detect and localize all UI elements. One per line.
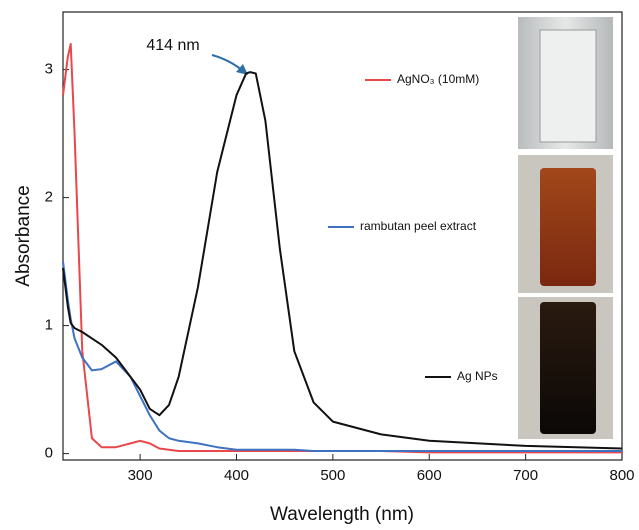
y-axis-title: Absorbance xyxy=(13,185,34,286)
plot-frame xyxy=(62,11,623,461)
photos xyxy=(518,17,613,439)
series-line xyxy=(62,261,622,453)
x-tick-label: 800 xyxy=(609,467,634,484)
x-tick-label: 300 xyxy=(128,467,153,484)
y-tick-label: 3 xyxy=(45,61,53,78)
y-tick-label: 1 xyxy=(45,317,53,334)
vial xyxy=(540,168,596,286)
vial xyxy=(540,302,596,434)
vial xyxy=(539,29,597,143)
legend-label: AgNO₃ (10mM) xyxy=(397,72,479,86)
x-axis-title: Wavelength (nm) xyxy=(270,504,414,525)
x-tick-label: 400 xyxy=(224,467,249,484)
y-tick-label: 0 xyxy=(45,445,53,462)
legend-label: Ag NPs xyxy=(457,369,498,383)
x-tick-label: 600 xyxy=(417,467,442,484)
annotation-arrow xyxy=(211,54,248,75)
arrow-shaft xyxy=(211,54,244,72)
legend-label: rambutan peel extract xyxy=(360,219,477,233)
y-tick-label: 2 xyxy=(45,189,53,206)
arrow-head xyxy=(236,64,248,75)
series-line xyxy=(62,71,623,450)
x-tick-label: 700 xyxy=(513,467,538,484)
x-tick-label: 500 xyxy=(320,467,345,484)
annotation: 414 nm xyxy=(146,37,199,54)
